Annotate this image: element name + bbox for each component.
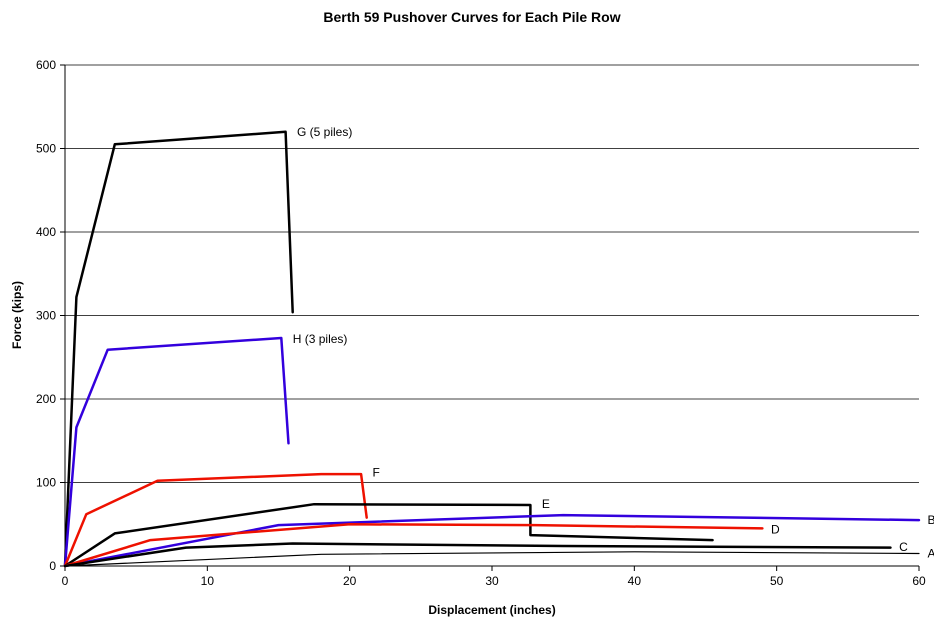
x-tick-label-3: 30 xyxy=(485,574,499,588)
y-axis-label: Force (kips) xyxy=(10,281,24,349)
y-tick-label-6: 600 xyxy=(36,58,56,72)
x-tick-label-1: 10 xyxy=(201,574,215,588)
series-annotation-2: F xyxy=(372,465,379,479)
y-tick-label-0: 0 xyxy=(49,559,56,573)
series-line-a xyxy=(64,551,920,567)
y-tick-label-3: 300 xyxy=(36,309,56,323)
series-line-d xyxy=(63,523,764,568)
series-annotation-6: C xyxy=(899,540,908,554)
x-axis-label: Displacement (inches) xyxy=(428,603,555,617)
series-annotations: G (5 piles) H (3 piles) F E B D C A xyxy=(293,125,934,561)
series-line-b xyxy=(63,513,921,568)
x-tick-label-5: 50 xyxy=(770,574,784,588)
series-annotation-4: B xyxy=(928,513,934,527)
series-line-e xyxy=(63,502,714,568)
series-annotation-5: D xyxy=(771,522,780,536)
chart-title: Berth 59 Pushover Curves for Each Pile R… xyxy=(323,9,620,25)
x-tick-label-2: 20 xyxy=(343,574,357,588)
series-annotation-1: H (3 piles) xyxy=(293,332,348,346)
series-annotation-3: E xyxy=(542,497,550,511)
series-line-f xyxy=(63,472,368,568)
y-tick-label-2: 200 xyxy=(36,392,56,406)
y-tick-label-4: 400 xyxy=(36,225,56,239)
x-tick-label-4: 40 xyxy=(628,574,642,588)
series-lines xyxy=(63,130,921,568)
x-tick-label-6: 60 xyxy=(912,574,926,588)
x-tick-label-0: 0 xyxy=(62,574,69,588)
axes xyxy=(60,64,920,571)
series-line-c xyxy=(63,542,892,568)
series-line-h-3-piles xyxy=(63,336,290,568)
y-tick-label-5: 500 xyxy=(36,142,56,156)
grid-lines xyxy=(65,64,919,483)
y-tick-label-1: 100 xyxy=(36,476,56,490)
series-annotation-7: A xyxy=(928,546,934,560)
series-annotation-0: G (5 piles) xyxy=(297,125,352,139)
series-line-g-5-piles xyxy=(63,130,294,568)
